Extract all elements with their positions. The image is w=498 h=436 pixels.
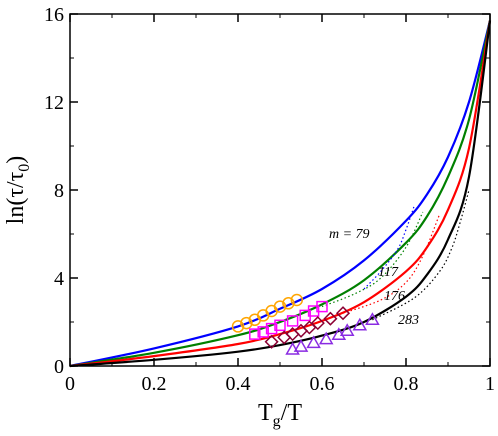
labels-layer: 0 0.2 0.4 0.6 0.8 1 0 4 8 12 16 xyxy=(44,4,495,395)
annotation-283: 283 xyxy=(398,313,419,328)
x-tick-label-4: 0.8 xyxy=(394,373,419,395)
dotted-layer xyxy=(321,189,470,321)
y-tick-label-2: 8 xyxy=(54,180,64,202)
y-tick-label-1: 4 xyxy=(54,268,64,290)
y-tick-label-4: 16 xyxy=(44,4,64,26)
data-point-2-0 xyxy=(264,334,279,349)
y-tick-label-3: 12 xyxy=(44,92,64,114)
data-point-0-7 xyxy=(290,293,304,307)
series-line-3 xyxy=(69,20,492,368)
plot-frame xyxy=(69,13,491,367)
x-tick-label-1: 0.2 xyxy=(142,373,167,395)
data-point-3-1 xyxy=(293,339,309,352)
x-axis-title: Tg/T xyxy=(258,400,302,430)
data-point-1-1 xyxy=(257,326,269,338)
data-point-0-0 xyxy=(231,320,245,333)
x-title-sub: g xyxy=(273,413,281,430)
data-point-0-5 xyxy=(273,300,287,313)
data-point-2-6 xyxy=(323,311,338,326)
data-point-1-4 xyxy=(286,315,299,327)
series-line-0 xyxy=(69,20,492,368)
data-point-0-6 xyxy=(282,297,295,310)
data-point-1-0 xyxy=(249,328,261,340)
y-tick-label-0: 0 xyxy=(54,356,64,378)
series-line-1 xyxy=(69,20,492,368)
y-axis-title: ln(τ/τ0) xyxy=(3,156,33,225)
x-tick-label-5: 1 xyxy=(485,373,495,395)
data-point-2-5 xyxy=(310,316,325,331)
x-title-rest: /T xyxy=(281,400,303,426)
points-layer xyxy=(231,293,380,355)
data-point-3-7 xyxy=(365,312,380,326)
x-tick-label-0: 0 xyxy=(65,373,75,395)
dotted-line-0 xyxy=(363,205,415,290)
dotted-line-1 xyxy=(321,211,424,308)
data-point-1-3 xyxy=(274,319,286,332)
series-line-2 xyxy=(69,20,492,368)
curves-layer xyxy=(69,20,492,368)
x-tick-label-2: 0.4 xyxy=(226,373,251,395)
x-title-main: T xyxy=(258,400,273,426)
y-title-rest: ) xyxy=(3,156,29,164)
x-tick-label-3: 0.6 xyxy=(310,373,335,395)
y-title-main: ln(τ/τ xyxy=(3,171,29,224)
data-point-1-7 xyxy=(316,300,328,313)
annotation-176: 176 xyxy=(384,289,405,304)
data-point-3-2 xyxy=(306,335,321,349)
annotation-m79: m = 79 xyxy=(329,227,370,242)
ticks-layer xyxy=(69,13,491,367)
data-point-3-6 xyxy=(352,317,368,331)
y-title-sub: 0 xyxy=(16,164,33,172)
data-point-2-7 xyxy=(335,306,351,321)
annotation-117: 117 xyxy=(378,265,399,280)
data-point-3-5 xyxy=(339,323,355,337)
data-point-3-3 xyxy=(318,331,334,345)
data-point-1-2 xyxy=(265,322,278,335)
data-point-0-1 xyxy=(240,316,253,330)
